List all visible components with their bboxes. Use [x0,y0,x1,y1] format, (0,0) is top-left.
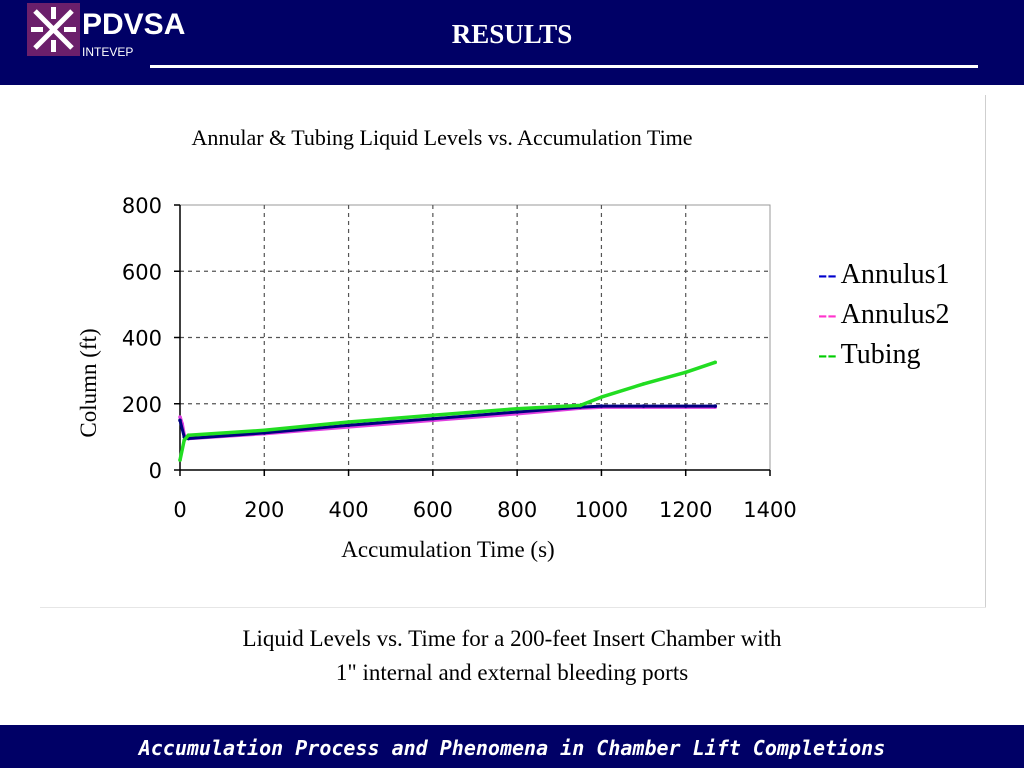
legend-dash-annulus2: -- [818,299,837,330]
data-point-tubing [641,382,646,386]
x-tick-label: 0 [173,498,186,522]
data-point-tubing [599,395,604,399]
y-tick-label: 0 [149,459,162,483]
y-tick-label: 200 [122,393,162,417]
chart-title: Annular & Tubing Liquid Levels vs. Accum… [191,125,692,150]
x-tick-label: 400 [329,498,369,522]
header-bar [0,0,1024,85]
data-point-tubing [262,428,267,433]
y-tick-label: 600 [122,260,162,284]
data-point-annulus1 [713,404,718,408]
data-point-annulus2 [178,415,182,419]
slide-title: RESULTS [451,19,573,49]
data-point-annulus1 [683,404,688,408]
x-tick-label: 200 [244,498,284,522]
x-tick-label: 1200 [659,498,712,522]
legend-label-tubing: Tubing [840,339,921,370]
data-point-annulus1 [178,418,182,423]
caption-line-2: 1" internal and external bleeding ports [335,660,689,685]
data-point-tubing [182,438,187,442]
data-point-annulus1 [515,410,519,414]
x-tick-label: 600 [413,498,453,522]
x-tick-label: 1000 [575,498,628,522]
data-point-tubing [346,420,351,424]
line-chart: Annular & Tubing Liquid Levels vs. Accum… [76,125,797,562]
data-point-tubing [178,458,182,462]
y-tick-label: 400 [122,327,162,351]
footer-bar [0,725,1024,768]
legend-label-annulus1: Annulus1 [840,259,950,290]
legend-item-annulus1: -- Annulus1 [818,255,950,295]
x-tick-label: 800 [497,498,537,522]
legend-dash-tubing: -- [818,339,837,370]
data-point-annulus1 [641,404,646,408]
x-tick-label: 1400 [743,498,796,522]
data-point-tubing [515,406,519,411]
figure-caption: Liquid Levels vs. Time for a 200-feet In… [0,622,1024,690]
legend-item-annulus2: -- Annulus2 [818,295,950,335]
panel-border-bottom [40,607,986,608]
logo-text: PDVSA [82,8,186,41]
legend-label-annulus2: Annulus2 [840,299,950,330]
data-point-annulus1 [599,404,604,408]
y-tick-label: 800 [122,194,162,218]
legend-item-tubing: -- Tubing [818,335,950,375]
data-point-tubing [186,433,191,438]
data-point-annulus1 [346,423,351,428]
legend-dash-annulus1: -- [818,259,837,290]
data-point-tubing [431,413,435,418]
panel-border-right [985,95,986,608]
footer-text: Accumulation Process and Phenomena in Ch… [138,736,886,760]
data-point-annulus1 [431,416,435,421]
logo-subtext: INTEVEP [82,45,134,59]
header-divider [150,65,978,68]
data-point-tubing [713,360,718,365]
caption-line-1: Liquid Levels vs. Time for a 200-feet In… [242,626,782,651]
pdvsa-logo-icon [27,3,80,56]
y-axis-label: Column (ft) [76,328,101,437]
chart-legend: -- Annulus1 -- Annulus2 -- Tubing [818,255,956,375]
data-point-tubing [578,403,583,408]
data-point-tubing [683,370,688,375]
x-axis-label: Accumulation Time (s) [341,537,554,562]
